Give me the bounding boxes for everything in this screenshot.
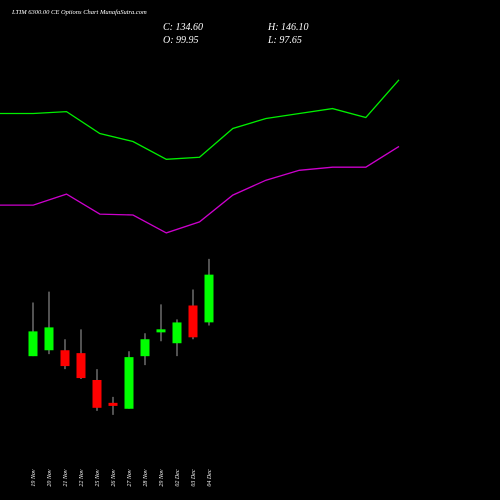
candle-body — [44, 327, 54, 351]
candle-body — [124, 357, 134, 409]
info-close: C: 134.60 — [163, 22, 203, 33]
x-tick-label: 02 Dec — [175, 469, 181, 486]
chart-title: LTIM 6300.00 CE Options Chart MunafaSutr… — [11, 9, 147, 16]
candle-body — [108, 402, 118, 406]
candle-body — [172, 322, 182, 344]
indicator-line — [0, 145, 400, 234]
x-tick-label: 21 Nov — [63, 469, 69, 487]
x-tick-label: 25 Nov — [95, 469, 101, 487]
indicator-line — [0, 79, 400, 160]
x-tick-label: 29 Nov — [159, 469, 165, 487]
candle-body — [156, 329, 166, 333]
x-tick-label: 03 Dec — [191, 469, 197, 486]
candle-body — [60, 350, 70, 367]
candle-body — [204, 274, 214, 323]
x-tick-label: 19 Nov — [31, 469, 37, 487]
x-tick-label: 28 Nov — [143, 469, 149, 487]
x-tick-label: 04 Dec — [206, 469, 213, 486]
info-high: H: 146.10 — [267, 22, 309, 33]
candle-body — [92, 379, 102, 408]
candle-body — [28, 331, 38, 357]
candle-body — [76, 353, 86, 379]
candle-body — [188, 305, 198, 338]
info-low: L: 97.65 — [267, 35, 302, 46]
candle-body — [140, 339, 150, 357]
info-open: O: 99.95 — [163, 35, 199, 46]
x-tick-label: 27 Nov — [127, 469, 133, 487]
x-tick-label: 22 Nov — [79, 469, 85, 487]
x-tick-label: 26 Nov — [111, 469, 117, 487]
x-tick-label: 20 Nov — [47, 469, 53, 487]
